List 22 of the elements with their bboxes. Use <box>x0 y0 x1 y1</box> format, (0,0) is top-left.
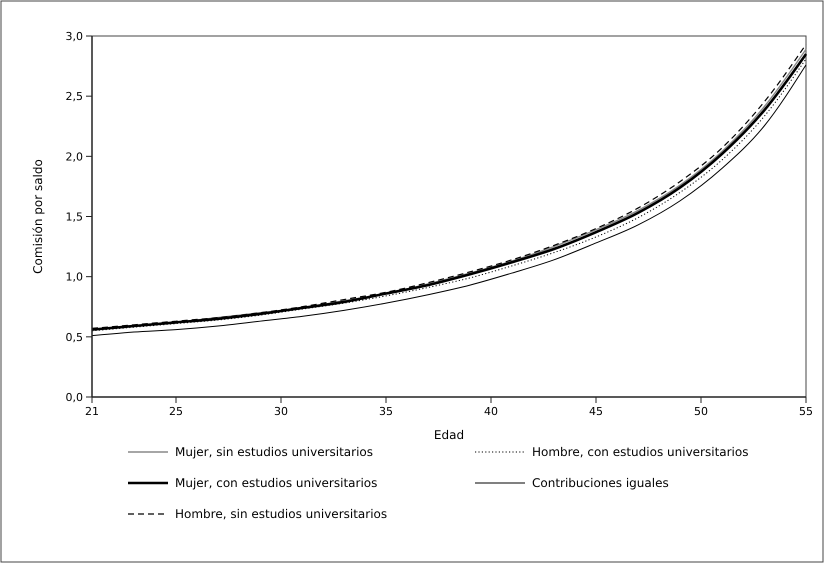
x-tick-label: 50 <box>694 405 708 418</box>
y-tick-label: 1,0 <box>66 270 83 284</box>
y-tick-label: 3,0 <box>66 30 83 43</box>
x-tick-label: 55 <box>799 405 813 418</box>
x-tick-label: 25 <box>169 405 183 418</box>
y-tick-label: 1,5 <box>66 210 83 224</box>
x-tick-label: 35 <box>379 405 393 418</box>
x-tick-label: 40 <box>484 405 498 418</box>
y-axis-title: Comisión por saldo <box>31 159 45 274</box>
y-tick-label: 2,0 <box>66 150 83 164</box>
x-axis-title: Edad <box>434 428 464 442</box>
x-tick-label: 30 <box>274 405 288 418</box>
legend-label: Mujer, con estudios universitarios <box>175 476 378 490</box>
y-tick-label: 0,0 <box>66 391 83 404</box>
legend-label: Mujer, sin estudios universitarios <box>175 445 374 459</box>
legend-label: Hombre, con estudios universitarios <box>532 445 748 459</box>
y-tick-label: 2,5 <box>66 90 83 104</box>
x-tick-label: 21 <box>85 405 99 418</box>
y-tick-label: 0,5 <box>66 330 83 344</box>
x-tick-label: 45 <box>589 405 603 418</box>
legend-label: Contribuciones iguales <box>532 476 669 490</box>
legend-label: Hombre, sin estudios universitarios <box>175 507 388 521</box>
